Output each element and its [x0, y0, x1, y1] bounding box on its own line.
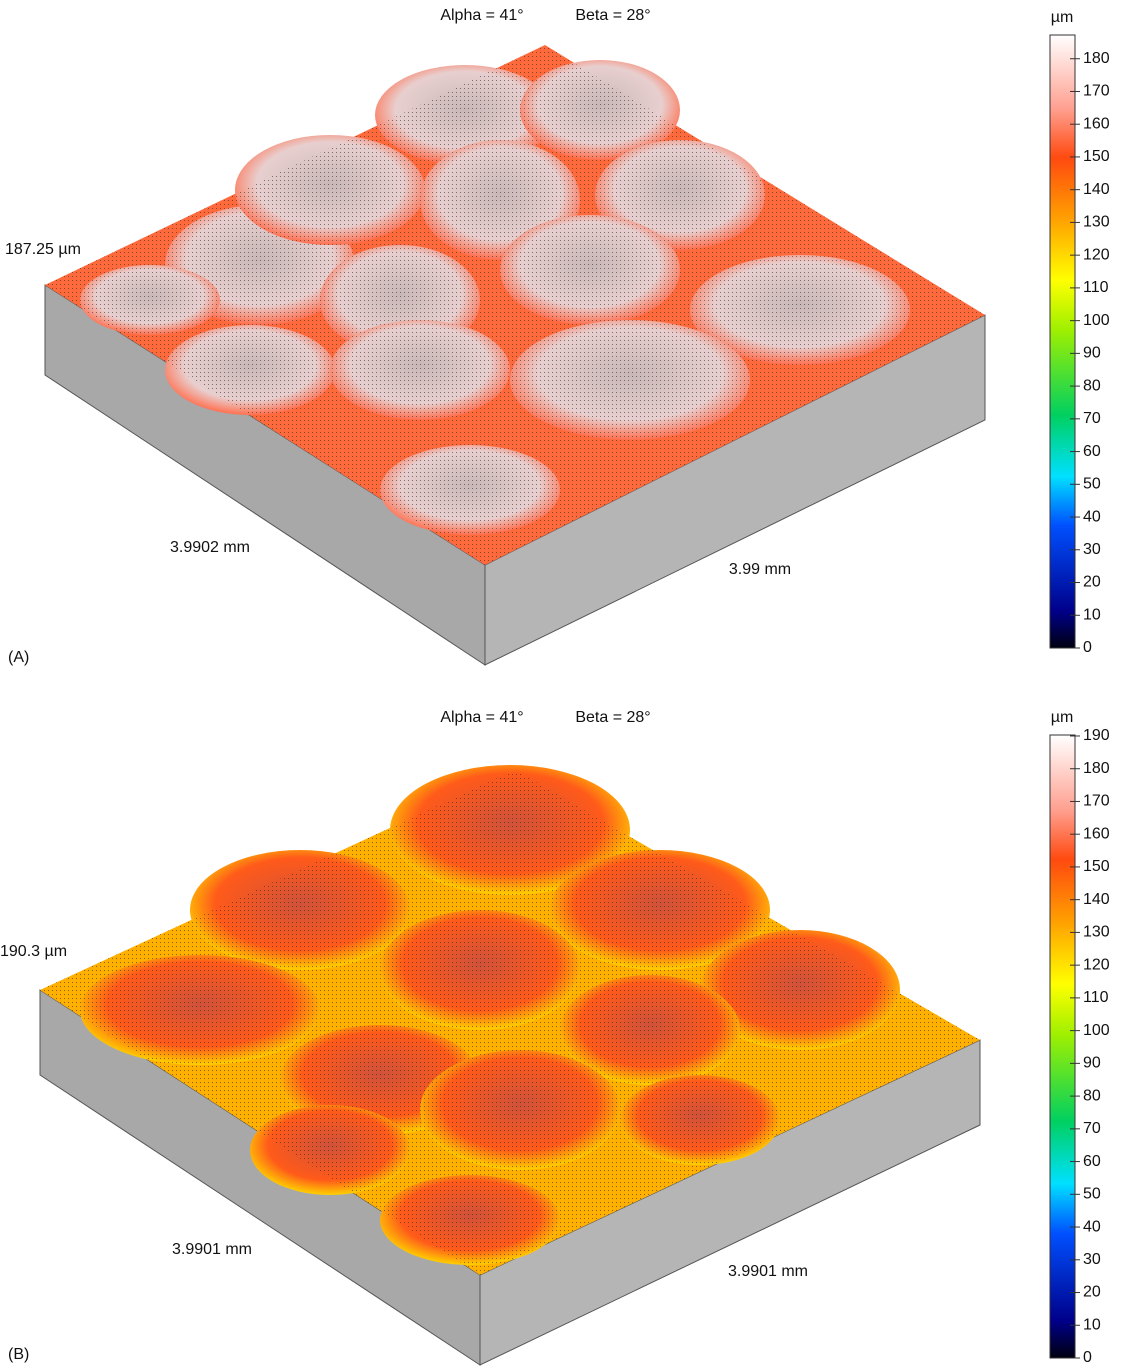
- colorbar-tick-label: 90: [1083, 345, 1101, 362]
- colorbar: [1050, 35, 1075, 648]
- colorbar-tick-label: 160: [1083, 115, 1110, 132]
- colorbar-tick-label: 120: [1083, 956, 1110, 973]
- x-length: 3.9902 mm: [170, 539, 250, 556]
- colorbar-tick-label: 110: [1083, 989, 1109, 1006]
- z-height: 187.25 µm: [5, 241, 81, 258]
- colorbar-tick-label: 60: [1083, 1153, 1101, 1170]
- colorbar-tick-label: 30: [1083, 1251, 1101, 1268]
- y-length: 3.99 mm: [729, 561, 791, 578]
- alpha: Alpha = 41°: [440, 709, 523, 726]
- colorbar-tick-label: 130: [1083, 924, 1110, 941]
- beta: Beta = 28°: [575, 709, 650, 726]
- colorbar-unit: µm: [1051, 709, 1074, 726]
- colorbar-tick-label: 110: [1083, 279, 1109, 296]
- colorbar-tick-label: 80: [1083, 1087, 1101, 1104]
- colorbar-tick-label: 50: [1083, 476, 1101, 493]
- beta: Beta = 28°: [575, 7, 650, 24]
- panel-label: (B): [8, 1346, 29, 1363]
- panel-label: (A): [8, 649, 29, 666]
- colorbar: [1050, 735, 1075, 1358]
- colorbar-tick-label: 150: [1083, 858, 1110, 875]
- colorbar-tick-label: 70: [1083, 410, 1101, 427]
- colorbar-tick-label: 80: [1083, 377, 1101, 394]
- colorbar-tick-label: 140: [1083, 181, 1110, 198]
- surface: [40, 765, 980, 1365]
- colorbar-tick-label: 190: [1083, 727, 1110, 744]
- colorbar-tick-label: 170: [1083, 83, 1110, 100]
- colorbar-tick-label: 0: [1083, 1349, 1092, 1366]
- colorbar-tick-label: 10: [1083, 1316, 1101, 1333]
- colorbar-tick-label: 10: [1083, 606, 1101, 623]
- y-length: 3.9901 mm: [728, 1263, 808, 1280]
- panel: Alpha = 41° Beta = 28° 190.3 µm 3.9901 m…: [0, 709, 1110, 1366]
- colorbar-tick-label: 130: [1083, 214, 1110, 231]
- z-height: 190.3 µm: [0, 943, 67, 960]
- colorbar-tick-label: 70: [1083, 1120, 1101, 1137]
- colorbar-tick-label: 120: [1083, 246, 1110, 263]
- panel: Alpha = 41° Beta = 28° 187.25 µm 3.9902 …: [5, 7, 1110, 666]
- colorbar-tick-label: 180: [1083, 50, 1110, 67]
- colorbar-tick-label: 150: [1083, 148, 1110, 165]
- colorbar-tick-label: 40: [1083, 1218, 1101, 1235]
- colorbar-tick-label: 140: [1083, 891, 1110, 908]
- colorbar-tick-label: 170: [1083, 793, 1110, 810]
- colorbar-tick-label: 60: [1083, 443, 1101, 460]
- colorbar-tick-label: 160: [1083, 825, 1110, 842]
- x-length: 3.9901 mm: [172, 1241, 252, 1258]
- colorbar-unit: µm: [1051, 9, 1074, 26]
- surface: [45, 45, 985, 665]
- colorbar-tick-label: 30: [1083, 541, 1101, 558]
- colorbar-tick-label: 20: [1083, 1284, 1101, 1301]
- colorbar-tick-label: 0: [1083, 639, 1092, 656]
- alpha: Alpha = 41°: [440, 7, 523, 24]
- figure: Alpha = 41° Beta = 28° 187.25 µm 3.9902 …: [0, 0, 1124, 1369]
- colorbar-tick-label: 100: [1083, 1022, 1110, 1039]
- colorbar-tick-label: 100: [1083, 312, 1110, 329]
- colorbar-tick-label: 180: [1083, 760, 1110, 777]
- colorbar-tick-label: 50: [1083, 1186, 1101, 1203]
- colorbar-tick-label: 20: [1083, 574, 1101, 591]
- colorbar-tick-label: 40: [1083, 508, 1101, 525]
- colorbar-tick-label: 90: [1083, 1055, 1101, 1072]
